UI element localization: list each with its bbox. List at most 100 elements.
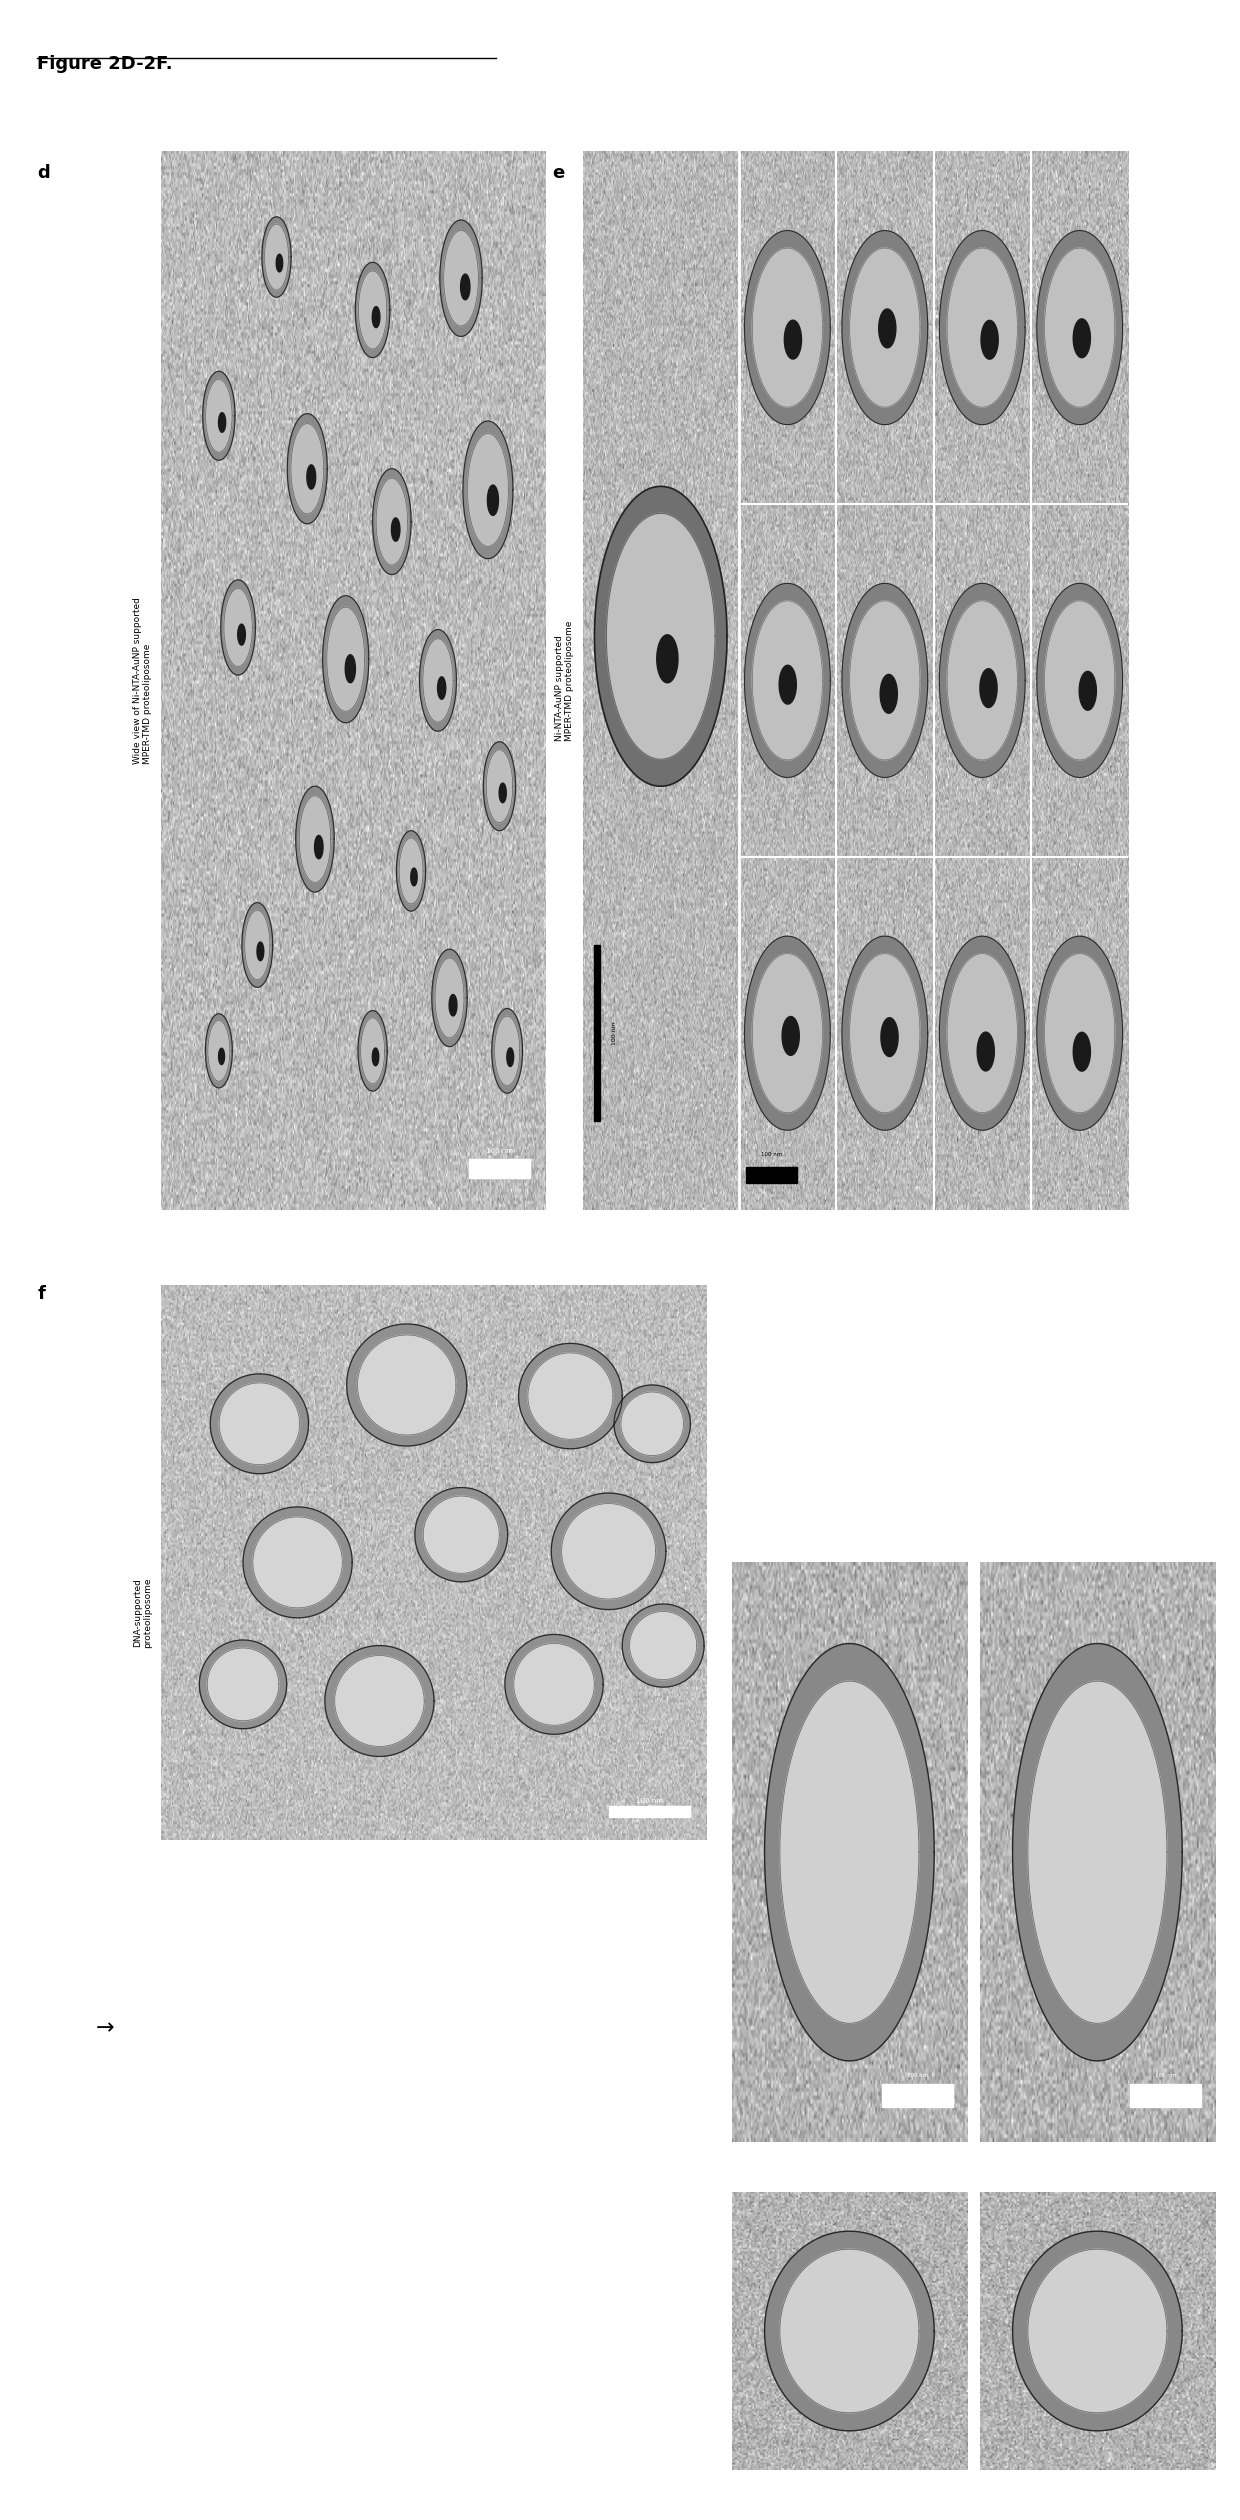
- Polygon shape: [744, 232, 831, 423]
- Polygon shape: [1074, 1033, 1090, 1071]
- Polygon shape: [495, 1016, 520, 1086]
- Polygon shape: [435, 958, 464, 1038]
- Polygon shape: [224, 590, 252, 665]
- Polygon shape: [765, 2230, 934, 2432]
- Polygon shape: [423, 638, 453, 723]
- Polygon shape: [880, 675, 898, 713]
- Polygon shape: [753, 600, 822, 761]
- Polygon shape: [438, 678, 445, 698]
- Polygon shape: [1037, 585, 1122, 776]
- Bar: [609, 1807, 691, 1817]
- Polygon shape: [253, 1517, 342, 1608]
- Text: f: f: [37, 1285, 45, 1303]
- Polygon shape: [357, 1336, 456, 1434]
- Text: Ni-NTA-AuNP supported
MPER-TMD proteoliposome: Ni-NTA-AuNP supported MPER-TMD proteolip…: [554, 620, 574, 741]
- Polygon shape: [940, 937, 1025, 1129]
- Polygon shape: [1028, 2250, 1167, 2412]
- Polygon shape: [940, 232, 1025, 423]
- Text: 100 nm: 100 nm: [761, 1152, 782, 1157]
- Polygon shape: [487, 484, 498, 517]
- Polygon shape: [614, 1386, 691, 1462]
- Polygon shape: [1037, 232, 1122, 423]
- Polygon shape: [399, 839, 423, 905]
- Polygon shape: [505, 1635, 603, 1734]
- Polygon shape: [392, 519, 401, 542]
- Polygon shape: [243, 1507, 352, 1618]
- Polygon shape: [753, 953, 822, 1114]
- Polygon shape: [622, 1605, 704, 1686]
- Polygon shape: [492, 1008, 522, 1094]
- Polygon shape: [630, 1610, 697, 1681]
- Polygon shape: [296, 786, 335, 892]
- Polygon shape: [372, 307, 379, 328]
- Bar: [883, 2084, 954, 2107]
- Text: DNA-supported
proteoliposome: DNA-supported proteoliposome: [133, 1578, 153, 1648]
- Polygon shape: [779, 665, 796, 703]
- Text: 100 nm: 100 nm: [486, 1147, 513, 1154]
- Text: 100 nm: 100 nm: [908, 2074, 929, 2079]
- Polygon shape: [242, 902, 273, 988]
- Polygon shape: [1013, 1643, 1182, 2061]
- Polygon shape: [552, 1494, 666, 1610]
- Polygon shape: [744, 937, 831, 1129]
- Polygon shape: [484, 741, 516, 832]
- Polygon shape: [410, 867, 417, 887]
- Text: 100 nm: 100 nm: [613, 1021, 618, 1046]
- Polygon shape: [977, 1033, 994, 1071]
- Polygon shape: [621, 1391, 683, 1457]
- Polygon shape: [562, 1504, 656, 1600]
- Polygon shape: [356, 262, 389, 358]
- Polygon shape: [880, 1018, 898, 1056]
- Polygon shape: [347, 1323, 466, 1446]
- Polygon shape: [1037, 937, 1122, 1129]
- Polygon shape: [1044, 953, 1115, 1114]
- Polygon shape: [335, 1656, 424, 1746]
- Polygon shape: [879, 310, 895, 348]
- Polygon shape: [262, 217, 291, 297]
- Polygon shape: [244, 910, 270, 980]
- Polygon shape: [218, 1048, 224, 1063]
- Polygon shape: [947, 600, 1017, 761]
- Polygon shape: [606, 514, 715, 759]
- Polygon shape: [299, 796, 331, 882]
- Polygon shape: [744, 585, 831, 776]
- Polygon shape: [432, 950, 467, 1046]
- Polygon shape: [780, 1681, 919, 2024]
- Polygon shape: [980, 668, 997, 708]
- Polygon shape: [513, 1643, 594, 1726]
- Polygon shape: [207, 1648, 279, 1721]
- Polygon shape: [423, 1497, 500, 1572]
- Polygon shape: [1044, 247, 1115, 408]
- Text: d: d: [37, 164, 50, 181]
- Polygon shape: [372, 1048, 378, 1066]
- Bar: [469, 1159, 531, 1177]
- Polygon shape: [849, 600, 920, 761]
- Polygon shape: [358, 1011, 387, 1091]
- Polygon shape: [206, 381, 232, 451]
- Bar: [594, 945, 600, 1121]
- Polygon shape: [288, 413, 327, 524]
- Polygon shape: [594, 486, 727, 786]
- Polygon shape: [218, 413, 226, 433]
- Polygon shape: [257, 942, 264, 960]
- Polygon shape: [849, 953, 920, 1114]
- Polygon shape: [460, 275, 470, 300]
- Polygon shape: [528, 1353, 613, 1439]
- Polygon shape: [947, 247, 1017, 408]
- Polygon shape: [507, 1048, 513, 1066]
- Polygon shape: [842, 937, 928, 1129]
- Polygon shape: [444, 229, 479, 325]
- Polygon shape: [202, 370, 236, 461]
- Polygon shape: [780, 2250, 919, 2412]
- Polygon shape: [315, 837, 324, 859]
- Polygon shape: [518, 1343, 622, 1449]
- Polygon shape: [849, 247, 920, 408]
- Polygon shape: [200, 1641, 286, 1729]
- Polygon shape: [208, 1021, 229, 1081]
- Polygon shape: [1044, 600, 1115, 761]
- Polygon shape: [277, 255, 283, 272]
- Text: →: →: [95, 2019, 115, 2039]
- Polygon shape: [322, 595, 368, 723]
- Polygon shape: [361, 1018, 384, 1084]
- Polygon shape: [842, 232, 928, 423]
